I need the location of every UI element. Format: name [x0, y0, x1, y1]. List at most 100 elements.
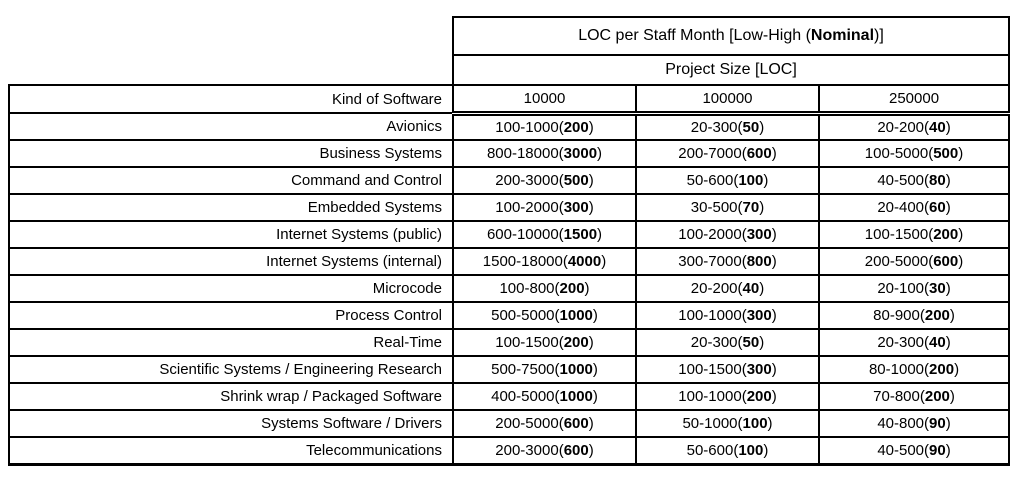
range-text: 100-1000 — [678, 307, 742, 324]
range-text: 20-200 — [690, 280, 738, 297]
row-label: Business Systems — [8, 139, 454, 168]
loc-range-cell: 40-500(80) — [817, 166, 1011, 195]
nominal-value: 200 — [924, 307, 950, 324]
nominal-value: 200 — [563, 334, 589, 351]
nominal-value: 80 — [929, 172, 946, 189]
nominal-value: 300 — [746, 307, 772, 324]
range-text: 100-5000 — [864, 145, 929, 162]
range-text: 40-500 — [877, 441, 925, 459]
loc-range-cell: 200-5000(600) — [817, 247, 1011, 276]
nominal-value: 200 — [746, 388, 772, 405]
range-text: 200-3000 — [495, 441, 559, 459]
loc-range-cell: 80-1000(200) — [817, 355, 1011, 384]
range-text: 50-600 — [686, 172, 734, 189]
range-text: 20-200 — [877, 118, 925, 136]
title-row: LOC per Staff Month [Low-High (Nominal)] — [9, 16, 1011, 56]
row-label: Systems Software / Drivers — [8, 409, 454, 438]
table-row: Shrink wrap / Packaged Software 400-5000(… — [8, 382, 1011, 411]
loc-range-cell: 200-7000(600) — [635, 139, 820, 168]
empty-corner — [9, 17, 453, 55]
row-label: Microcode — [8, 274, 454, 303]
loc-range-cell: 800-18000(3000) — [452, 139, 637, 168]
loc-range-cell: 20-200(40) — [635, 274, 820, 303]
nominal-value: 3000 — [563, 145, 598, 162]
range-text: 500-7500 — [491, 361, 555, 378]
row-label: Process Control — [8, 301, 454, 330]
table-row: Systems Software / Drivers 200-5000(600) 5… — [8, 409, 1011, 438]
range-text: 100-2000 — [495, 199, 559, 216]
loc-range-cell: 20-300(50) — [635, 112, 820, 141]
nominal-value: 30 — [929, 280, 946, 297]
range-text: 100-1500 — [495, 334, 559, 351]
table-row: Process Control 500-5000(1000) 100-1000(30… — [8, 301, 1011, 330]
loc-range-cell: 70-800(200) — [817, 382, 1011, 411]
loc-range-cell: 100-1500(200) — [452, 328, 637, 357]
title-prefix: LOC per Staff Month [Low-High ( — [578, 27, 811, 44]
range-text: 600-10000 — [486, 226, 559, 243]
loc-range-cell: 30-500(70) — [635, 193, 820, 222]
nominal-value: 90 — [929, 415, 946, 432]
nominal-value: 100 — [738, 441, 764, 459]
range-text: 1500-18000 — [482, 253, 563, 270]
range-text: 100-1500 — [864, 226, 929, 243]
nominal-value: 60 — [929, 199, 946, 216]
range-text: 200-3000 — [495, 172, 559, 189]
nominal-value: 1000 — [559, 307, 593, 324]
loc-range-cell: 50-1000(100) — [635, 409, 820, 438]
title-suffix: )] — [874, 27, 884, 44]
loc-range-cell: 100-1000(200) — [635, 382, 820, 411]
column-header-10000: 10000 — [452, 84, 637, 116]
loc-range-cell: 20-300(50) — [635, 328, 820, 357]
loc-range-cell: 40-500(90) — [817, 436, 1011, 466]
row-label: Scientific Systems / Engineering Researc… — [8, 355, 454, 384]
table-body: Avionics 100-1000(200) 20-300(50) 20-200(40… — [8, 112, 1011, 466]
nominal-value: 300 — [563, 199, 589, 216]
table-row: Internet Systems (public) 600-10000(1500)… — [8, 220, 1011, 249]
range-text: 50-1000 — [682, 415, 738, 432]
nominal-value: 50 — [742, 334, 760, 351]
row-label: Command and Control — [8, 166, 454, 195]
table-row: Command and Control 200-3000(500) 50-600(1… — [8, 166, 1011, 195]
range-text: 100-1000 — [678, 388, 742, 405]
loc-range-cell: 100-1500(300) — [635, 355, 820, 384]
loc-range-cell: 100-1000(200) — [452, 112, 637, 141]
nominal-value: 70 — [742, 199, 760, 216]
column-header-row: Kind of Software 10000 100000 250000 — [8, 84, 1011, 116]
loc-range-cell: 80-900(200) — [817, 301, 1011, 330]
range-text: 20-400 — [877, 199, 925, 216]
range-text: 100-1000 — [495, 118, 559, 136]
loc-range-cell: 100-2000(300) — [635, 220, 820, 249]
range-text: 100-2000 — [678, 226, 742, 243]
row-label: Shrink wrap / Packaged Software — [8, 382, 454, 411]
column-header-100000: 100000 — [635, 84, 820, 116]
nominal-value: 100 — [738, 172, 764, 189]
nominal-value: 800 — [746, 253, 772, 270]
range-text: 100-1500 — [678, 361, 742, 378]
loc-range-cell: 20-200(40) — [817, 112, 1011, 141]
row-header-kind-of-software: Kind of Software — [8, 84, 454, 114]
range-text: 40-500 — [877, 172, 925, 189]
nominal-value: 600 — [746, 145, 772, 162]
row-label: Avionics — [8, 112, 454, 141]
range-text: 70-800 — [873, 388, 920, 405]
range-text: 20-300 — [690, 118, 738, 136]
loc-range-cell: 100-1000(300) — [635, 301, 820, 330]
range-text: 300-7000 — [678, 253, 742, 270]
nominal-value: 600 — [933, 253, 959, 270]
loc-range-cell: 300-7000(800) — [635, 247, 820, 276]
nominal-value: 40 — [929, 334, 946, 351]
loc-range-cell: 200-3000(500) — [452, 166, 637, 195]
nominal-value: 600 — [563, 441, 589, 459]
nominal-value: 500 — [563, 172, 589, 189]
nominal-value: 200 — [563, 118, 589, 136]
nominal-value: 1500 — [563, 226, 598, 243]
row-label: Telecommunications — [8, 436, 454, 466]
loc-range-cell: 1500-18000(4000) — [452, 247, 637, 276]
table-row: Internet Systems (internal) 1500-18000(40… — [8, 247, 1011, 276]
range-text: 80-900 — [873, 307, 920, 324]
range-text: 80-1000 — [868, 361, 925, 378]
loc-range-cell: 100-800(200) — [452, 274, 637, 303]
nominal-value: 90 — [929, 441, 946, 459]
nominal-value: 1000 — [559, 361, 593, 378]
